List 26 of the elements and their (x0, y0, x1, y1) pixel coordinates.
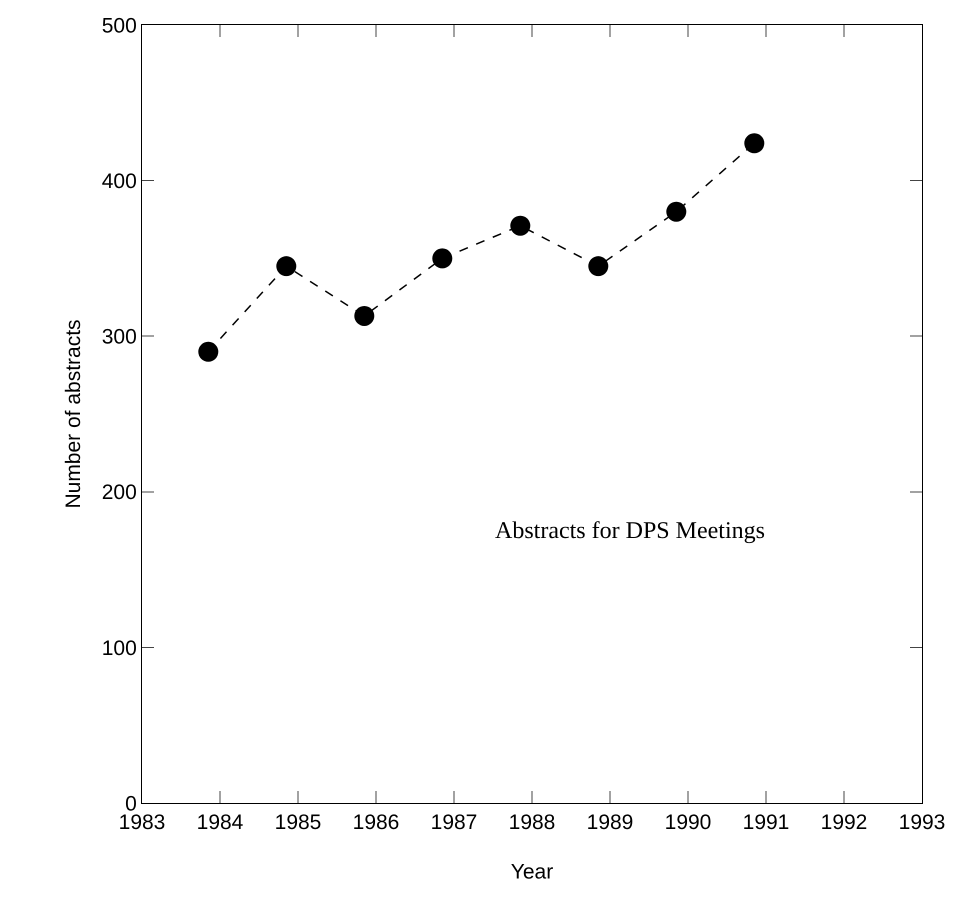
y-tick-label: 100 (102, 636, 137, 660)
x-tick-label: 1985 (274, 811, 322, 834)
x-tick-label: 1984 (196, 811, 244, 834)
x-tick-label: 1989 (586, 811, 634, 834)
point (432, 248, 452, 268)
point (510, 216, 530, 236)
point (276, 256, 296, 276)
x-tick-label: 1991 (742, 811, 790, 834)
y-tick-label: 500 (102, 14, 137, 38)
x-tick-label: 1990 (664, 811, 712, 834)
point (198, 342, 218, 362)
x-tick-label: 1988 (508, 811, 556, 834)
y-axis-title: Number of abstracts (62, 319, 85, 509)
x-tick-label: 1992 (820, 811, 868, 834)
y-tick-label: 300 (102, 326, 137, 349)
y-tick-label: 400 (102, 170, 137, 193)
x-axis-title: Year (510, 860, 554, 884)
point (354, 306, 374, 326)
x-tick-label: 1987 (430, 811, 478, 834)
annotation: Abstracts for DPS Meetings (495, 518, 765, 544)
point (744, 133, 764, 154)
point (666, 202, 686, 222)
x-tick-label: 1986 (352, 811, 400, 834)
point (588, 256, 608, 276)
y-tick-label: 200 (102, 481, 137, 504)
x-tick-label: 1993 (898, 811, 946, 834)
